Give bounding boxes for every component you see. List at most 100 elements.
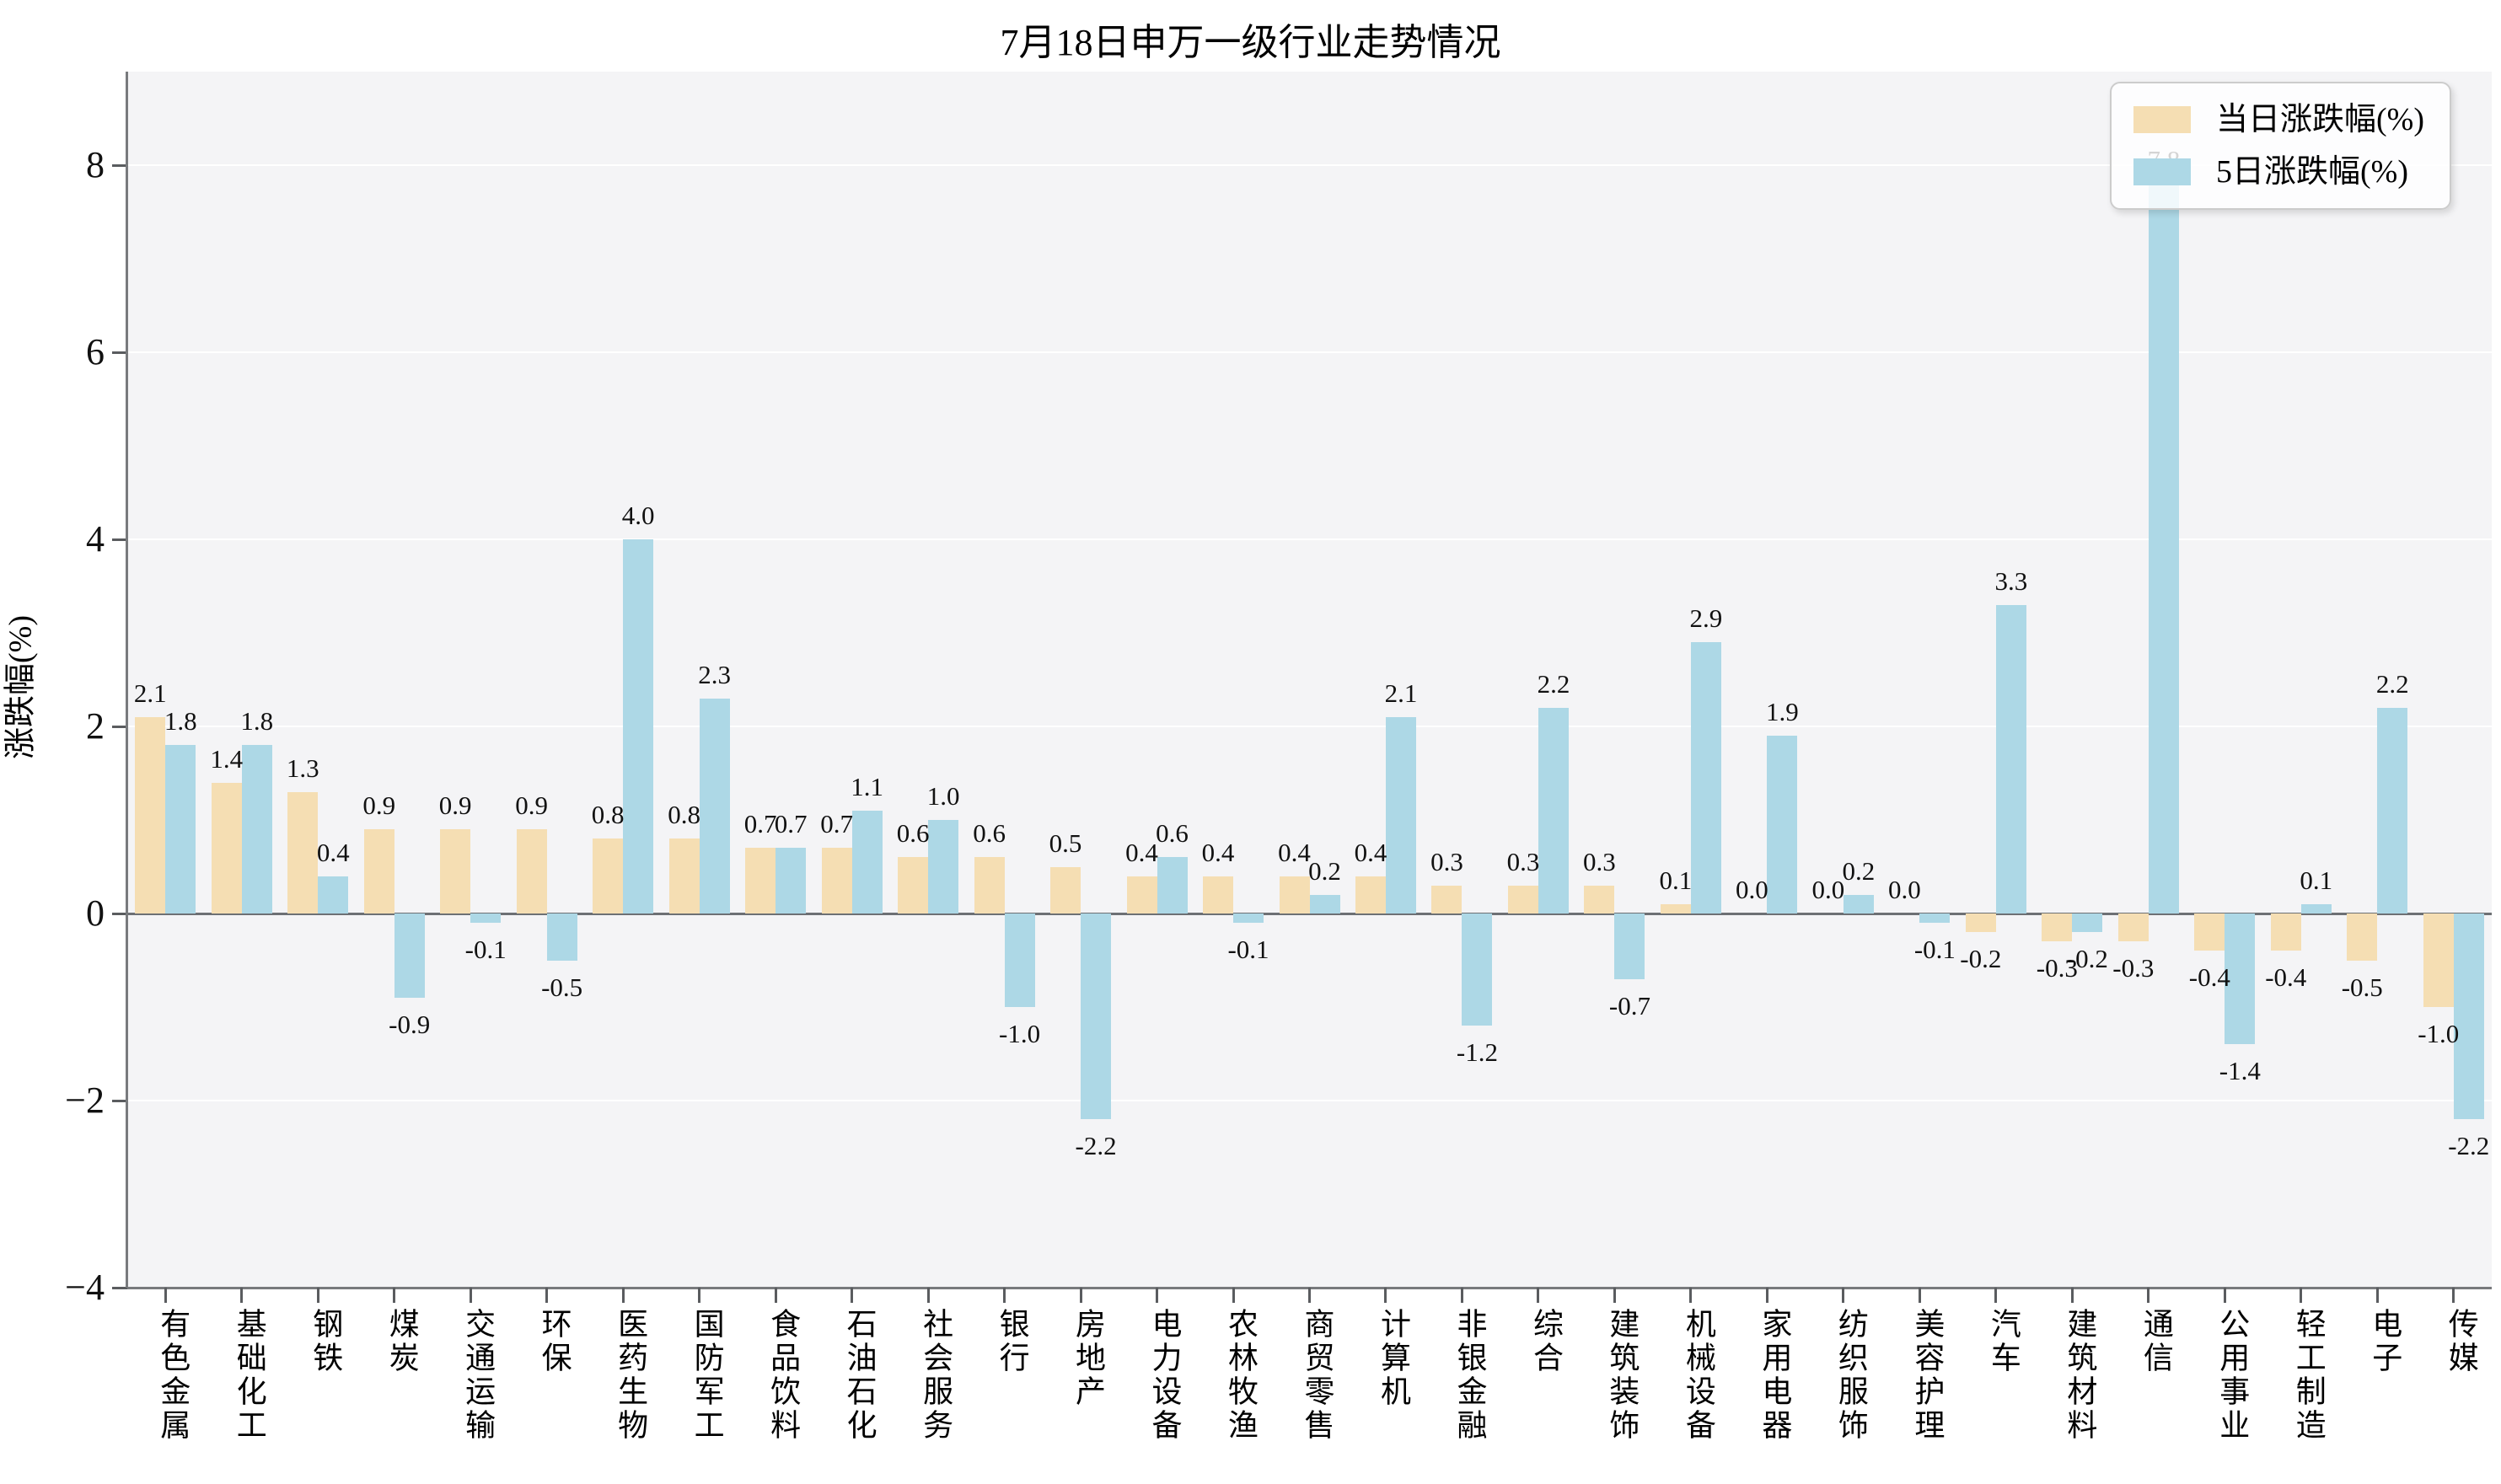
plot-area <box>127 72 2492 1288</box>
bar-value-label: 2.2 <box>1537 668 1570 699</box>
bar-5day <box>1538 707 1569 913</box>
bar-value-label: 0.4 <box>1201 837 1235 867</box>
grid-line <box>127 1100 2492 1101</box>
bar-value-label: -0.2 <box>1960 944 2002 974</box>
x-tick <box>469 1288 472 1303</box>
category-label: 电子 <box>2368 1308 2402 1375</box>
bar-5day <box>1995 604 2026 913</box>
category-label: 基础化工 <box>232 1308 266 1443</box>
x-tick <box>926 1288 930 1303</box>
zero-line <box>127 912 2492 915</box>
x-tick <box>1918 1288 1921 1303</box>
bar-5day <box>2148 184 2179 913</box>
bar-value-label: 0.8 <box>591 800 625 830</box>
bar-5day <box>1919 913 1951 924</box>
x-tick <box>1689 1288 1693 1303</box>
bar-5day <box>1309 894 1340 913</box>
y-tick <box>112 1099 127 1102</box>
x-tick <box>2070 1288 2074 1303</box>
category-label: 煤炭 <box>384 1308 419 1375</box>
x-tick <box>2375 1288 2379 1303</box>
bar-5day <box>1233 913 1264 924</box>
bar-daily <box>516 829 547 913</box>
bar-value-label: 0.7 <box>743 809 777 839</box>
bar-5day <box>2453 913 2484 1120</box>
bar-daily <box>1279 876 1310 913</box>
bar-5day <box>394 913 425 998</box>
category-label: 国防军工 <box>690 1308 724 1443</box>
x-tick <box>240 1288 244 1303</box>
category-label: 有色金属 <box>156 1308 191 1443</box>
bar-value-label: -1.0 <box>2418 1019 2460 1048</box>
bar-5day <box>1767 736 1798 913</box>
category-label: 农林牧渔 <box>1224 1308 1259 1443</box>
page-title: 7月18日申万一级行业走势情况 <box>1000 22 1501 63</box>
bar-value-label: 0.2 <box>1842 855 1876 886</box>
bar-value-label: 2.9 <box>1689 603 1723 634</box>
bar-5day <box>2072 913 2103 933</box>
bar-daily <box>2270 913 2301 951</box>
bar-5day <box>2377 707 2408 913</box>
bar-value-label: 0.0 <box>1736 875 1768 904</box>
x-tick <box>1232 1288 1235 1303</box>
legend-label-daily: 当日涨跌幅(%) <box>2216 102 2424 137</box>
bar-value-label: -0.1 <box>1227 935 1269 965</box>
bar-daily <box>1507 885 1538 913</box>
legend-label-5day: 5日涨跌幅(%) <box>2216 154 2408 190</box>
bar-value-label: 0.1 <box>1659 865 1693 895</box>
bar-value-label: 0.0 <box>1887 875 1921 904</box>
legend-swatch-daily <box>2133 106 2192 133</box>
bar-value-label: 3.3 <box>1994 565 2028 596</box>
x-tick <box>2452 1288 2455 1303</box>
grid-line <box>127 726 2492 727</box>
bar-5day <box>1843 894 1874 913</box>
bar-value-label: -1.4 <box>2219 1056 2261 1086</box>
bar-5day <box>623 539 654 913</box>
bar-daily <box>974 857 1005 913</box>
category-label: 计算机 <box>1376 1308 1410 1409</box>
bar-5day <box>2300 903 2332 913</box>
bar-daily <box>135 716 166 913</box>
bar-value-label: 0.6 <box>973 818 1006 849</box>
legend-swatch-5day <box>2133 158 2192 185</box>
bar-5day <box>1614 913 1645 979</box>
x-tick <box>2147 1288 2150 1303</box>
x-tick <box>1765 1288 1768 1303</box>
x-tick <box>851 1288 854 1303</box>
bar-value-label: -0.2 <box>2066 944 2108 974</box>
bar-value-label: 0.2 <box>1308 855 1341 886</box>
y-tick-label: 8 <box>86 144 105 185</box>
bar-value-label: -0.1 <box>1913 935 1956 965</box>
bar-value-label: -0.9 <box>389 1009 431 1039</box>
bar-value-label: -2.2 <box>2448 1131 2490 1161</box>
category-label: 家用电器 <box>1758 1308 1792 1443</box>
bar-value-label: 0.0 <box>1811 875 1845 904</box>
grid-line <box>127 538 2492 540</box>
bar-daily <box>1584 885 1615 913</box>
bar-daily <box>1965 913 1996 933</box>
x-tick <box>2300 1288 2303 1303</box>
y-tick <box>112 538 127 541</box>
category-label: 综合 <box>1528 1308 1563 1375</box>
bar-value-label: -2.2 <box>1075 1131 1117 1161</box>
bar-value-label: -0.4 <box>2265 962 2307 993</box>
bar-value-label: -0.4 <box>2188 962 2230 993</box>
bar-value-label: 0.3 <box>1583 846 1616 876</box>
bar-5day <box>1690 642 1721 913</box>
bar-5day <box>470 913 502 924</box>
category-label: 轻工制造 <box>2291 1308 2326 1443</box>
category-label: 传媒 <box>2444 1308 2478 1375</box>
left-spine <box>126 72 128 1288</box>
bar-5day <box>851 810 883 913</box>
bar-value-label: -0.3 <box>2036 953 2078 983</box>
category-label: 商贸零售 <box>1300 1308 1334 1443</box>
x-tick <box>1156 1288 1159 1303</box>
category-label: 建筑材料 <box>2063 1308 2097 1443</box>
bar-value-label: 0.3 <box>1506 846 1540 876</box>
bar-value-label: 0.4 <box>316 837 350 867</box>
bar-value-label: 0.9 <box>438 790 472 821</box>
bar-value-label: 0.5 <box>1049 828 1082 858</box>
bar-value-label: -1.0 <box>999 1019 1041 1048</box>
bar-value-label: 2.2 <box>2375 668 2409 699</box>
